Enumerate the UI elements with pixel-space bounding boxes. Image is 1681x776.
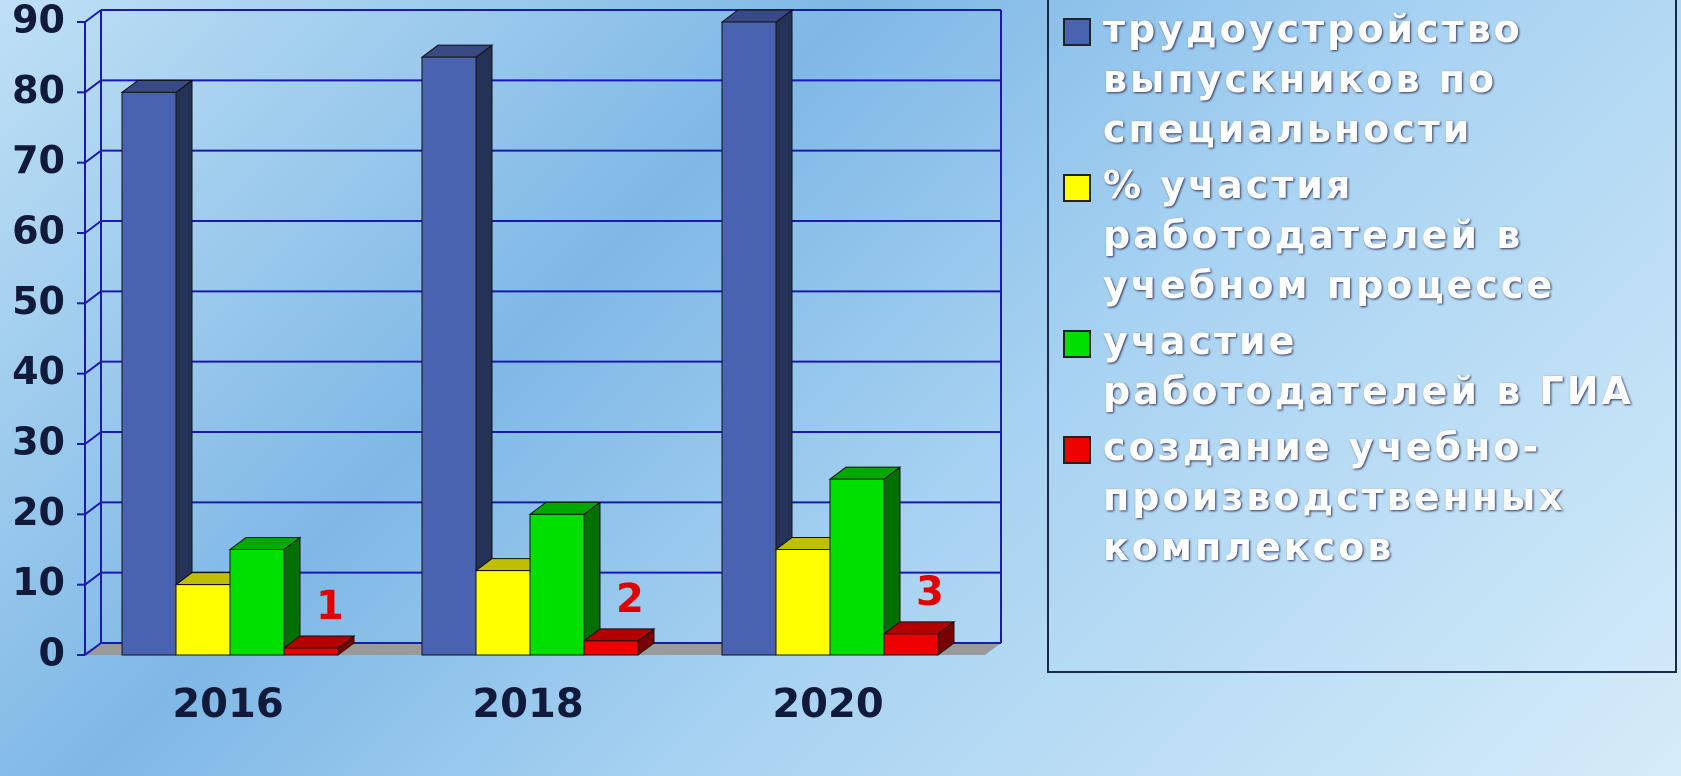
bar-front — [475, 570, 531, 656]
grid-line — [84, 501, 102, 516]
bar — [420, 44, 494, 656]
bar — [228, 536, 302, 656]
legend-entry: участие работодателей в ГИА — [1063, 316, 1667, 416]
y-tick-label: 50 — [12, 279, 65, 323]
y-tick-label: 70 — [12, 138, 65, 182]
y-tick-label: 80 — [12, 68, 65, 112]
bar-front — [283, 647, 339, 656]
legend-swatch — [1063, 436, 1091, 464]
legend-label: создание учебно-производственных комплек… — [1103, 425, 1566, 569]
bar-front — [121, 91, 177, 656]
y-tick-label: 40 — [12, 349, 65, 393]
grid-line — [84, 9, 102, 23]
legend-swatch — [1063, 330, 1091, 358]
x-tick-label: 2016 — [172, 681, 283, 727]
bar-front — [175, 584, 231, 656]
bar-front — [529, 513, 585, 656]
legend-label: % участия работодателей в учебном процес… — [1103, 163, 1556, 307]
legend-entry: трудоустройство выпускников по специальн… — [1063, 4, 1667, 154]
bar-front — [229, 549, 285, 656]
legend: трудоустройство выпускников по специальн… — [1047, 0, 1677, 673]
bar — [528, 501, 602, 656]
grid-line — [84, 642, 102, 656]
bar — [582, 627, 656, 656]
grid-line — [84, 79, 102, 94]
grid-line — [84, 571, 102, 586]
data-label: 1 — [316, 583, 344, 629]
bar — [828, 466, 902, 656]
bar — [282, 634, 356, 656]
bar-front — [421, 56, 477, 656]
bar — [882, 620, 956, 656]
bar-side — [175, 79, 193, 656]
legend-swatch — [1063, 18, 1091, 46]
data-label: 3 — [916, 569, 944, 615]
legend-entry: создание учебно-производственных комплек… — [1063, 422, 1667, 572]
bar-front — [721, 21, 777, 656]
bar-front — [775, 549, 831, 656]
y-tick-label: 10 — [12, 560, 65, 604]
grid-line — [84, 220, 102, 234]
bar-front — [883, 633, 939, 656]
bar — [720, 9, 794, 656]
legend-label: трудоустройство выпускников по специальн… — [1103, 7, 1523, 151]
grid-line — [84, 431, 102, 445]
grid-line — [84, 149, 102, 164]
x-tick-label: 2020 — [772, 681, 883, 727]
legend-entry: % участия работодателей в учебном процес… — [1063, 160, 1667, 310]
y-tick-label: 0 — [39, 631, 65, 675]
bar — [120, 79, 194, 656]
grid-line — [84, 290, 102, 305]
x-tick-label: 2018 — [472, 681, 583, 727]
y-tick-label: 30 — [12, 420, 65, 464]
bar-front — [829, 478, 885, 656]
legend-swatch — [1063, 174, 1091, 202]
y-tick-label: 60 — [12, 209, 65, 253]
bar-front — [583, 640, 639, 656]
legend-label: участие работодателей в ГИА — [1103, 319, 1634, 413]
data-label: 2 — [616, 576, 644, 622]
grid-line — [84, 360, 102, 375]
y-tick-label: 90 — [12, 0, 65, 42]
y-tick-label: 20 — [12, 490, 65, 534]
